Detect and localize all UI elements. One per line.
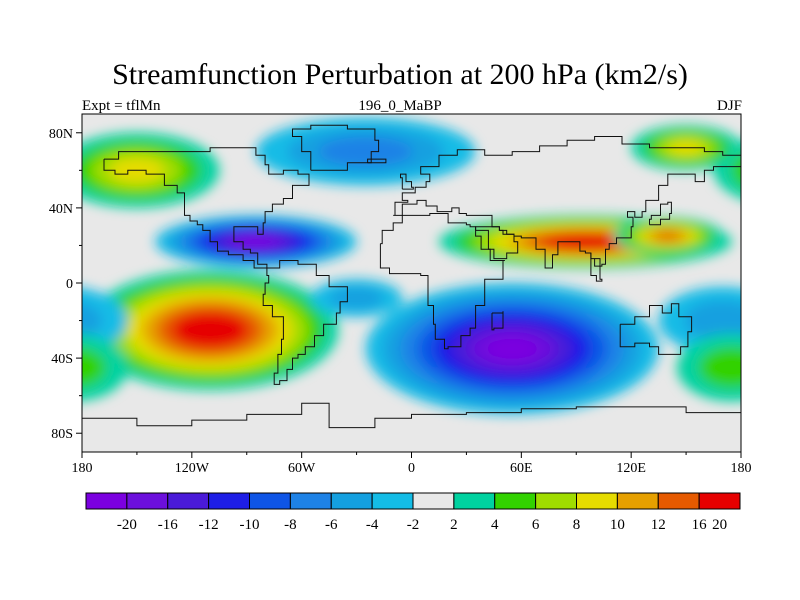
colorbar-swatch (126, 492, 169, 510)
contour-band (655, 231, 681, 241)
colorbar-label: 10 (610, 517, 625, 533)
colorbar-label: -20 (117, 517, 137, 533)
y-tick-label: 80N (49, 127, 73, 142)
colorbar-label: 8 (573, 517, 581, 533)
coastline (619, 303, 693, 355)
contour-band (486, 337, 539, 361)
x-tick-label: 0 (408, 461, 415, 476)
contour-band (318, 137, 413, 167)
colorbar-label: 2 (450, 517, 458, 533)
y-tick-label: 40N (49, 202, 73, 217)
chart-title: Streamfunction Perturbation at 200 hPa (… (112, 58, 688, 91)
colorbar-swatch (208, 492, 250, 510)
contour-band (238, 237, 274, 247)
contour-band-wrap (82, 348, 106, 387)
colorbar-swatch (657, 492, 700, 510)
feature-south-indian-low (365, 283, 659, 415)
coastline (292, 124, 380, 171)
colorbar-swatch (616, 492, 659, 510)
feature-east-asia-high (612, 217, 723, 255)
colorbar-swatch (535, 492, 577, 510)
colorbar-label: 20 (712, 517, 727, 533)
contour-band (329, 286, 385, 310)
colorbar-label: -8 (284, 517, 297, 533)
coastline (491, 311, 504, 331)
colorbar-legend: -20 -16 -12 -10 -8 -6 -4 -2 2 4 6 8 10 12 16 20 (85, 492, 741, 533)
colorbar-swatch (576, 492, 618, 510)
colorbar-label: -16 (158, 517, 178, 533)
x-tick-label: 60W (288, 461, 316, 476)
contour-band (187, 319, 233, 341)
colorbar-label: -12 (199, 517, 219, 533)
x-tick-label: 180 (731, 461, 752, 476)
coastline (400, 173, 414, 190)
experiment-label: Expt = tflMn (82, 98, 161, 114)
colorbar-swatch (85, 492, 128, 510)
contour-band (559, 237, 612, 247)
coastline (649, 201, 672, 226)
coastline (475, 226, 519, 260)
axes: 180 120W 60W 0 60E 120E 180 80N 40N 0 40S 80S (49, 127, 752, 476)
coastline (590, 253, 603, 282)
colorbar-label: 6 (532, 517, 540, 533)
contour-band-wrap (82, 302, 103, 339)
colorbar-swatch (167, 492, 210, 510)
y-tick-label: 80S (51, 427, 73, 442)
streamfunction-field (82, 117, 741, 415)
feature-south-pacific-high (82, 269, 339, 391)
feature-north-america-low (155, 215, 357, 268)
colorbar-label: -2 (407, 517, 420, 533)
feature-north-atlantic-low (255, 117, 476, 186)
case-label: 196_0_MaBP (358, 98, 442, 114)
colorbar-swatch (453, 492, 496, 510)
contour-band-wrap (82, 334, 128, 401)
colorbar-label: 4 (491, 517, 499, 533)
feature-southern-ocean-high (82, 333, 741, 402)
contour-band-wrap (731, 155, 741, 186)
x-tick-label: 120W (175, 461, 210, 476)
coastline (367, 158, 387, 164)
colorbar-swatch (494, 492, 537, 510)
colorbar-label: -10 (240, 517, 260, 533)
colorbar-swatch (249, 492, 291, 510)
colorbar-label: 12 (651, 517, 666, 533)
x-tick-label: 60E (510, 461, 533, 476)
colorbar-label: -6 (325, 517, 338, 533)
coastline (262, 260, 348, 385)
season-label: DJF (716, 98, 742, 114)
contour-band (684, 300, 741, 341)
colorbar-swatch (412, 492, 455, 510)
x-tick-label: 180 (72, 461, 93, 476)
x-tick-label: 120E (616, 461, 646, 476)
coastline (103, 147, 310, 269)
y-tick-label: 40S (51, 352, 73, 367)
continent-outlines (82, 124, 741, 429)
colorbar-swatch (330, 492, 373, 510)
colorbar-swatch (371, 492, 414, 510)
colorbar-label: 16 (692, 517, 708, 533)
coastline (379, 213, 505, 350)
coastline (82, 402, 741, 429)
feature-south-atlantic-low (310, 279, 403, 317)
colorbar-swatch (698, 492, 741, 510)
y-tick-label: 0 (66, 277, 73, 292)
colorbar-label: -4 (366, 517, 379, 533)
colorbar-swatch (289, 492, 332, 510)
contour-band (698, 347, 741, 388)
